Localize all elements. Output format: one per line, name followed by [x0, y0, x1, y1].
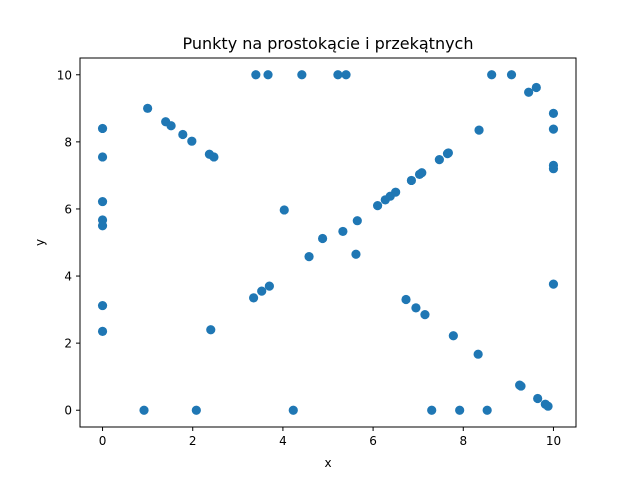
data-point-5 — [97, 300, 108, 311]
data-point-29 — [187, 136, 197, 146]
points-layer — [97, 70, 559, 415]
data-point-41 — [533, 393, 543, 404]
data-point-56 — [406, 175, 417, 186]
data-point-10 — [548, 164, 559, 174]
x-tick-label: 8 — [459, 434, 467, 448]
data-point-6 — [97, 326, 108, 336]
x-tick-label: 0 — [99, 434, 107, 448]
y-axis-ticks: 0 2 4 6 8 10 — [57, 68, 80, 418]
data-point-63 — [524, 87, 534, 97]
data-point-25 — [143, 103, 153, 113]
data-point-64 — [531, 82, 541, 93]
y-axis-label: y — [33, 239, 47, 246]
data-point-40 — [516, 381, 526, 391]
data-point-48 — [304, 251, 314, 262]
data-point-2 — [97, 196, 108, 207]
x-tick-label: 6 — [369, 434, 377, 448]
y-tick-label: 4 — [64, 270, 72, 284]
data-point-12 — [251, 70, 261, 80]
data-point-19 — [139, 405, 149, 415]
y-tick-label: 0 — [64, 404, 72, 418]
plot-frame — [79, 57, 577, 428]
data-point-11 — [548, 279, 559, 289]
x-tick-label: 10 — [546, 434, 561, 448]
data-point-1 — [97, 152, 108, 162]
data-point-28 — [178, 129, 188, 140]
data-point-14 — [297, 70, 307, 80]
data-point-55 — [391, 187, 401, 197]
data-point-50 — [338, 226, 348, 237]
data-point-44 — [206, 325, 216, 335]
data-point-16 — [341, 70, 351, 80]
data-point-51 — [352, 216, 362, 226]
data-point-21 — [288, 405, 298, 415]
data-point-7 — [548, 108, 559, 118]
data-point-17 — [487, 70, 497, 80]
data-point-23 — [455, 405, 465, 415]
chart-title: Punkty na prostokącie i przekątnych — [183, 34, 474, 53]
data-point-38 — [473, 349, 483, 359]
data-point-20 — [191, 405, 201, 415]
data-point-43 — [543, 401, 553, 411]
y-tick-label: 6 — [64, 202, 72, 216]
data-point-49 — [317, 233, 328, 244]
data-point-36 — [420, 310, 430, 320]
data-point-32 — [279, 205, 289, 215]
data-point-33 — [351, 249, 361, 259]
y-tick-label: 10 — [57, 68, 72, 82]
data-point-45 — [249, 293, 259, 303]
data-point-47 — [264, 281, 274, 291]
data-point-34 — [401, 294, 411, 305]
data-point-61 — [443, 148, 453, 158]
x-axis-ticks: 0 2 4 6 8 10 — [99, 427, 561, 448]
data-point-27 — [166, 121, 176, 131]
data-point-0 — [97, 123, 108, 134]
data-point-31 — [209, 152, 219, 162]
data-point-13 — [263, 70, 273, 80]
y-tick-label: 2 — [64, 337, 72, 351]
data-point-52 — [373, 201, 383, 211]
y-tick-label: 8 — [64, 135, 72, 149]
data-point-22 — [427, 405, 437, 415]
data-point-18 — [506, 70, 517, 80]
data-point-59 — [434, 155, 444, 165]
data-point-58 — [417, 168, 427, 178]
data-point-62 — [474, 125, 484, 135]
data-point-15 — [333, 70, 343, 80]
data-point-35 — [411, 303, 421, 313]
x-tick-label: 2 — [189, 434, 197, 448]
data-point-24 — [482, 405, 492, 415]
data-point-37 — [448, 331, 458, 341]
data-point-46 — [257, 286, 267, 296]
data-point-8 — [548, 124, 559, 134]
data-point-4 — [97, 221, 108, 231]
x-axis-label: x — [324, 456, 331, 470]
x-tick-label: 4 — [279, 434, 287, 448]
